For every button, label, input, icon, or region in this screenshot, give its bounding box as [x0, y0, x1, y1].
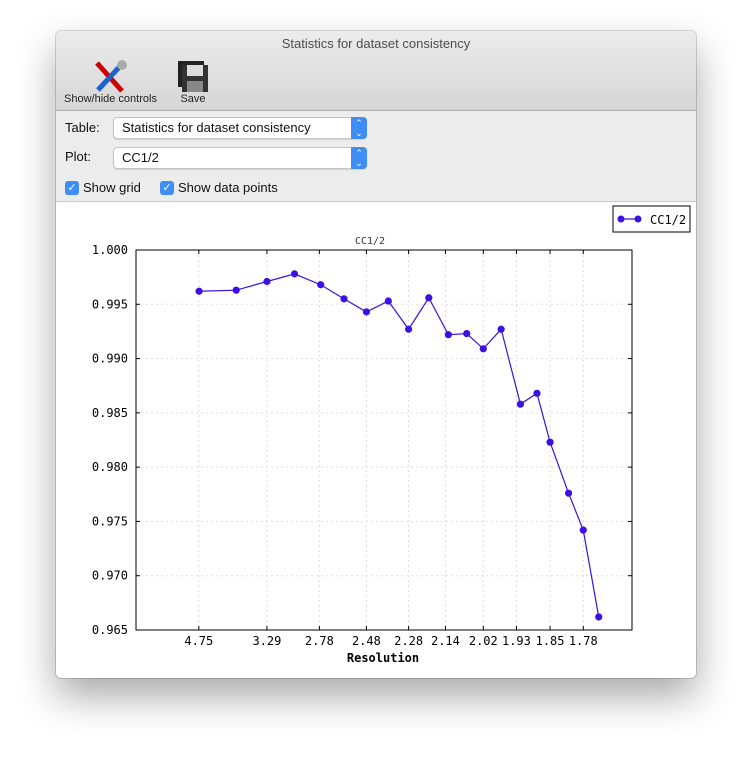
data-point: [497, 325, 505, 333]
show-hide-controls-button[interactable]: Show/hide controls: [64, 59, 157, 105]
y-tick-label: 0.980: [92, 460, 128, 474]
axes-frame: [135, 249, 633, 631]
x-tick-label: 1.85: [536, 634, 565, 648]
title-toolbar: Statistics for dataset consistency Show/…: [56, 31, 696, 111]
x-tick-label: 2.48: [352, 634, 381, 648]
data-point: [195, 287, 203, 295]
checkmark-icon: ✓: [160, 180, 174, 195]
x-tick-label: 3.29: [252, 634, 281, 648]
data-point: [444, 331, 452, 339]
x-tick-label: 2.14: [431, 634, 460, 648]
y-tick-label: 0.970: [92, 569, 128, 583]
data-point: [533, 389, 541, 397]
y-tick-label: 1.000: [92, 243, 128, 257]
x-tick-label: 4.75: [184, 634, 213, 648]
checkmark-icon: ✓: [65, 180, 79, 195]
save-button[interactable]: Save: [176, 59, 210, 105]
legend-marker: [617, 215, 625, 223]
x-tick-label: 1.78: [569, 634, 598, 648]
x-tick-label: 2.78: [305, 634, 334, 648]
data-point: [340, 295, 348, 303]
data-point: [232, 286, 240, 294]
tools-icon: [95, 60, 128, 93]
show-grid-checkbox[interactable]: ✓ Show grid: [65, 180, 141, 195]
x-axis-label: Resolution: [347, 651, 419, 665]
floppy-disk-icon: [178, 61, 208, 92]
chevron-updown-icon: ⌃ ⌄: [351, 117, 367, 139]
y-tick-label: 0.965: [92, 623, 128, 637]
plot-label: Plot:: [65, 149, 92, 164]
data-point: [595, 613, 603, 621]
plot-select[interactable]: CC1/2 ⌃ ⌄: [113, 147, 367, 169]
data-point: [579, 526, 587, 534]
table-select[interactable]: Statistics for dataset consistency ⌃ ⌄: [113, 117, 367, 139]
data-point: [546, 438, 554, 446]
legend-marker: [634, 215, 642, 223]
y-tick-label: 0.985: [92, 406, 128, 420]
data-point: [263, 277, 271, 286]
x-tick-label: 2.28: [394, 634, 423, 648]
data-point: [317, 281, 325, 289]
controls-panel: Table: Statistics for dataset consistenc…: [56, 111, 696, 202]
data-point: [405, 325, 413, 333]
y-tick-label: 0.995: [92, 297, 128, 311]
data-point: [384, 297, 392, 305]
x-tick-label: 2.02: [469, 634, 498, 648]
data-point: [564, 489, 573, 497]
data-point: [362, 308, 371, 316]
data-point: [425, 294, 433, 302]
show-data-points-checkbox[interactable]: ✓ Show data points: [160, 180, 278, 195]
y-tick-label: 0.990: [92, 352, 128, 366]
app-window: Statistics for dataset consistency Show/…: [56, 31, 696, 678]
legend: CC1/2: [612, 205, 691, 233]
legend-label: CC1/2: [650, 213, 686, 227]
data-point: [463, 330, 471, 338]
plot-area: CC1/2 Resolution 4.75 3.29 2.78 2.48 2.28 2.1…: [92, 205, 691, 665]
series-line: [199, 273, 600, 618]
table-label: Table:: [65, 120, 100, 135]
data-point: [479, 345, 487, 353]
y-tick-label: 0.975: [92, 514, 128, 528]
window-title: Statistics for dataset consistency: [281, 36, 471, 51]
data-point: [516, 400, 525, 408]
data-point: [290, 270, 299, 278]
x-tick-label: 1.93: [502, 634, 531, 648]
chart-title: CC1/2: [355, 236, 385, 247]
chevron-updown-icon: ⌃ ⌄: [351, 147, 367, 169]
